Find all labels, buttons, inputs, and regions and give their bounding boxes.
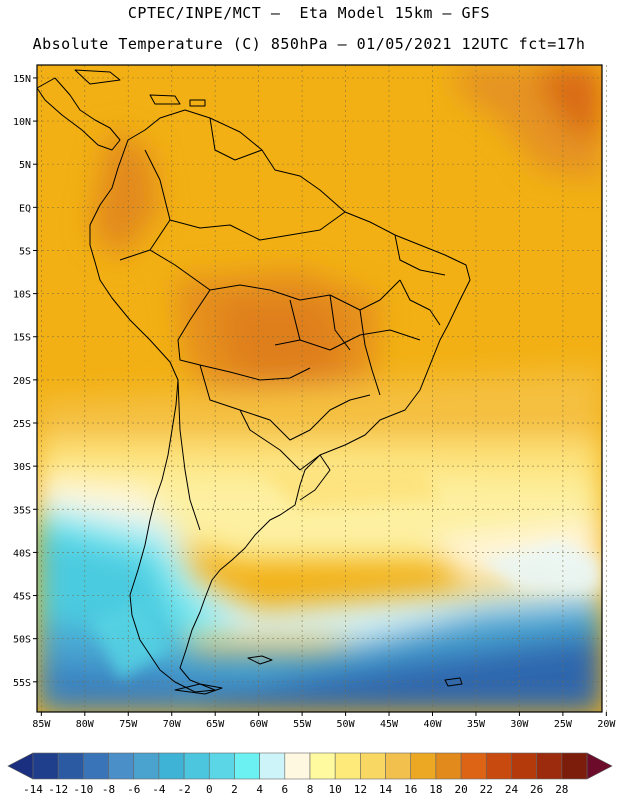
- colorbar-swatch: [208, 752, 235, 780]
- colorbar-label: -12: [48, 783, 68, 796]
- colorbar-label: 16: [404, 783, 417, 796]
- lon-tick-label: 55W: [293, 719, 312, 730]
- colorbar-label: -14: [23, 783, 43, 796]
- lon-tick-label: 35W: [467, 719, 486, 730]
- lon-tick-label: 70W: [163, 719, 182, 730]
- latitude-axis: 15N 10N 5N EQ 5S 10S 15S 20S 25S 30S 35S 40S 45S 50S 5…: [13, 74, 37, 689]
- colorbar-swatch: [385, 752, 412, 780]
- lon-tick-label: 40W: [423, 719, 442, 730]
- map-title: CPTEC/INPE/MCT – Eta Model 15km – GFS: [127, 4, 491, 22]
- lat-tick-label: 15S: [13, 333, 31, 344]
- map-subtitle: Absolute Temperature (C) 850hPa – 01/05/…: [32, 35, 586, 53]
- colorbar-swatch: [435, 752, 462, 780]
- colorbar-swatch: [536, 752, 563, 780]
- continent-outline: [36, 69, 471, 695]
- colorbar-label: 12: [354, 783, 367, 796]
- lon-tick-label: 20W: [597, 719, 616, 730]
- lon-tick-label: 30W: [510, 719, 529, 730]
- colorbar-label: 2: [231, 783, 238, 796]
- colorbar-swatch: [309, 752, 336, 780]
- colorbar-arrow-low: [7, 752, 34, 780]
- colorbar-swatch: [259, 752, 286, 780]
- colorbar-label: 14: [379, 783, 393, 796]
- colorbar-label: 10: [329, 783, 342, 796]
- colorbar-label: -8: [102, 783, 115, 796]
- colorbar-label: 0: [206, 783, 213, 796]
- lon-tick-label: 45W: [380, 719, 399, 730]
- colorbar-swatch: [410, 752, 437, 780]
- colorbar-label: 22: [480, 783, 493, 796]
- lat-tick-label: EQ: [19, 203, 31, 214]
- lat-tick-label: 40S: [13, 548, 31, 559]
- lon-tick-label: 80W: [76, 719, 95, 730]
- colorbar-swatch: [158, 752, 185, 780]
- colorbar-swatch: [284, 752, 311, 780]
- colorbar-label: 18: [429, 783, 442, 796]
- colorbar-label: -4: [152, 783, 166, 796]
- lat-tick-label: 5S: [19, 246, 31, 257]
- colorbar-swatch: [183, 752, 210, 780]
- lon-tick-label: 25W: [554, 719, 573, 730]
- plot-frame: [36, 64, 603, 713]
- colorbar-label: -10: [73, 783, 93, 796]
- lat-tick-label: 55S: [13, 678, 31, 689]
- lat-tick-label: 50S: [13, 635, 31, 646]
- lat-tick-label: 15N: [13, 74, 31, 85]
- lat-tick-label: 20S: [13, 376, 31, 387]
- colorbar-label: 20: [454, 783, 467, 796]
- colorbar-swatch: [511, 752, 537, 780]
- colorbar-label: 24: [505, 783, 519, 796]
- graticule: [37, 65, 607, 712]
- colorbar-label: 8: [307, 783, 314, 796]
- colorbar-legend: -14 -12 -10 -8 -6 -4 -2 0 2 4 6 8 10 12 14 16 18 20 22 24 26…: [7, 752, 613, 796]
- colorbar-swatch: [360, 752, 386, 780]
- lon-tick-label: 85W: [32, 719, 51, 730]
- temperature-field: [37, 65, 602, 712]
- lon-tick-label: 60W: [250, 719, 269, 730]
- colorbar-swatch: [460, 752, 487, 780]
- colorbar-label: 4: [256, 783, 263, 796]
- lat-tick-label: 45S: [13, 592, 31, 603]
- lon-tick-label: 50W: [337, 719, 356, 730]
- colorbar-swatch: [561, 752, 588, 780]
- lat-tick-label: 10N: [13, 117, 31, 128]
- colorbar-swatch: [83, 752, 109, 780]
- lat-tick-label: 35S: [13, 505, 31, 516]
- colorbar-label: 28: [555, 783, 568, 796]
- colorbar-swatch: [334, 752, 361, 780]
- lon-tick-label: 75W: [119, 719, 138, 730]
- longitude-axis: 85W 80W 75W 70W 65W 60W 55W 50W 45W 40W 35W 30W 25W 2…: [32, 712, 616, 730]
- colorbar-label: 26: [530, 783, 543, 796]
- colorbar-swatch: [32, 752, 59, 780]
- colorbar-swatch: [133, 752, 160, 780]
- colorbar-swatch: [234, 752, 260, 780]
- colorbar-swatch: [57, 752, 84, 780]
- colorbar-label: 6: [282, 783, 289, 796]
- lat-tick-label: 30S: [13, 462, 31, 473]
- colorbar-swatch: [485, 752, 512, 780]
- lat-tick-label: 25S: [13, 419, 31, 430]
- colorbar-label: -2: [177, 783, 190, 796]
- colorbar-label: -6: [127, 783, 140, 796]
- lat-tick-label: 5N: [19, 160, 31, 171]
- lat-tick-label: 10S: [13, 290, 31, 301]
- colorbar-swatch: [108, 752, 135, 780]
- lon-tick-label: 65W: [206, 719, 225, 730]
- colorbar-arrow-high: [586, 752, 613, 780]
